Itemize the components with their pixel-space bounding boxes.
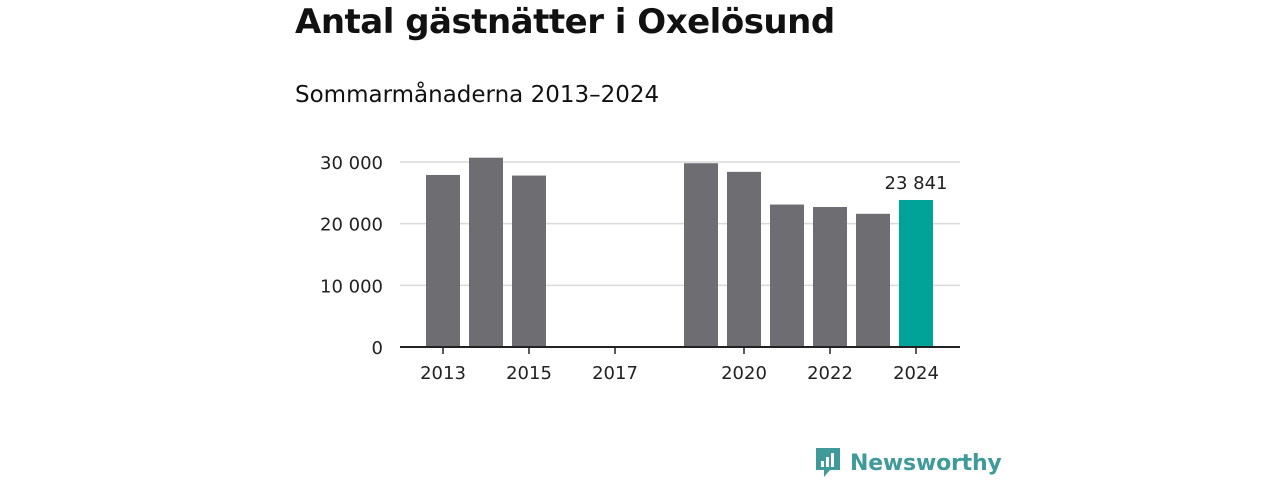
brand-name: Newsworthy (850, 450, 1002, 476)
bar-2024 (899, 199, 933, 347)
chart-subtitle: Sommarmånaderna 2013–2024 (295, 82, 660, 108)
bar-2019 (684, 163, 718, 347)
newsworthy-logo-icon (816, 448, 840, 477)
bar-2015 (512, 175, 546, 347)
x-tick-label: 2013 (420, 363, 466, 384)
x-tick-label: 2020 (721, 363, 767, 384)
bar-2021 (770, 204, 804, 347)
x-tick-label: 2015 (506, 363, 552, 384)
x-tick-label: 2024 (893, 363, 939, 384)
brand-logo: Newsworthy (814, 446, 1002, 480)
bar-2020 (727, 171, 761, 347)
chart-title: Antal gästnätter i Oxelösund (295, 2, 835, 42)
data-label-2024: 23 841 (885, 173, 948, 194)
bar-2023 (856, 213, 890, 347)
x-tick-label: 2017 (592, 363, 638, 384)
y-tick-label: 10 000 (320, 276, 383, 297)
y-tick-label: 20 000 (320, 215, 383, 236)
bar-2013 (426, 174, 460, 347)
y-tick-label: 0 (372, 338, 383, 359)
bar-chart: 0 10 000 20 000 30 000 23 841 2013 2015 2017 202… (320, 153, 960, 384)
bar-2014 (469, 157, 503, 347)
x-tick-label: 2022 (807, 363, 853, 384)
y-tick-label: 30 000 (320, 153, 383, 174)
bar-2022 (813, 207, 847, 347)
